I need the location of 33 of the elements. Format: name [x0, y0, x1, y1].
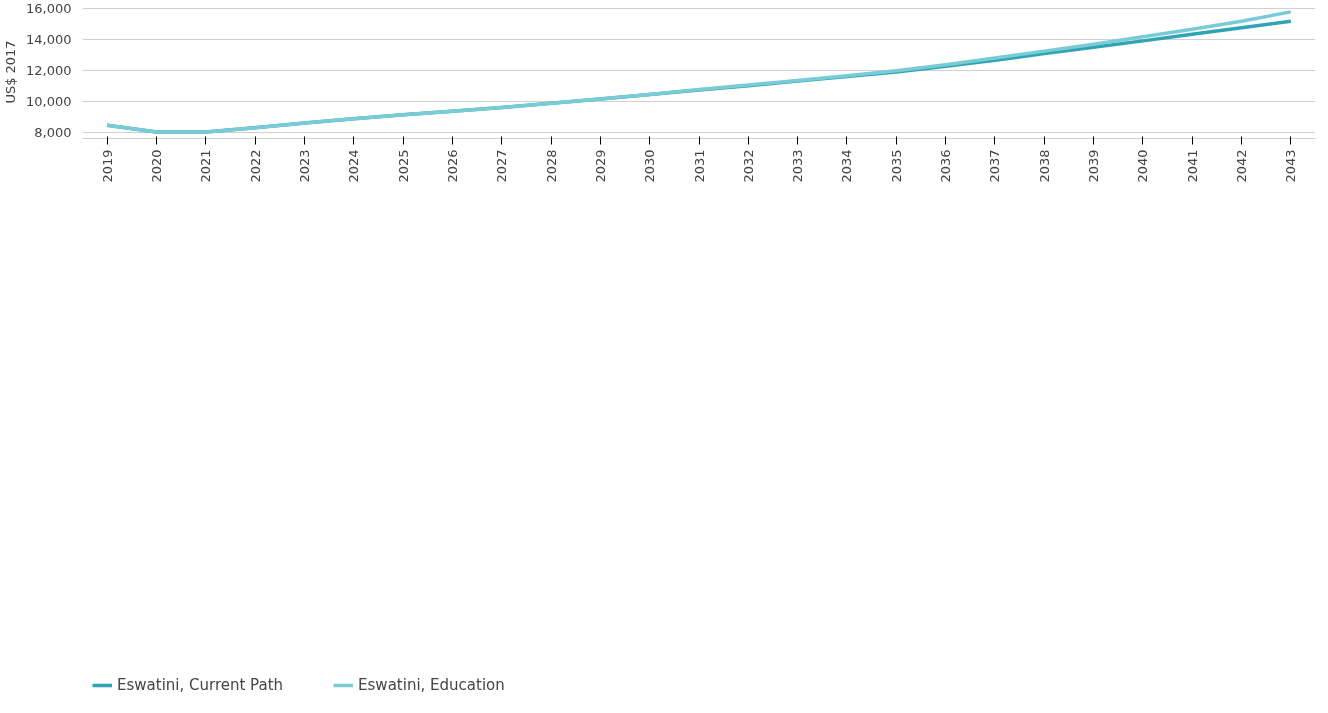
- legend-label: Eswatini, Education: [358, 676, 505, 694]
- x-tick-label: 2023: [296, 149, 312, 183]
- x-tick-label: 2022: [247, 149, 263, 183]
- x-tick-label: 2026: [444, 149, 460, 183]
- y-axis-title: US$ 2017: [3, 40, 19, 104]
- x-tick-label: 2040: [1135, 149, 1151, 183]
- x-tick-label: 2038: [1036, 149, 1052, 183]
- x-tick-label: 2037: [987, 149, 1003, 183]
- x-tick-label: 2033: [790, 149, 806, 183]
- x-tick-label: 2031: [691, 149, 707, 183]
- y-tick-label: 8,000: [34, 124, 72, 140]
- y-tick-label: 14,000: [26, 31, 72, 47]
- x-tick-label: 2024: [346, 149, 362, 183]
- x-tick-label: 2019: [99, 149, 115, 183]
- x-tick-label: 2041: [1184, 149, 1200, 183]
- x-tick-label: 2036: [938, 149, 954, 183]
- x-tick-label: 2039: [1086, 149, 1102, 183]
- y-tick-label: 10,000: [26, 93, 72, 109]
- legend-label: Eswatini, Current Path: [117, 676, 284, 694]
- x-tick-label: 2043: [1283, 149, 1299, 183]
- x-tick-label: 2029: [592, 149, 608, 183]
- x-tick-label: 2042: [1234, 149, 1250, 183]
- y-tick-label: 16,000: [26, 0, 72, 16]
- x-tick-label: 2025: [395, 149, 411, 183]
- x-tick-label: 2021: [198, 149, 214, 183]
- x-tick-label: 2030: [642, 149, 658, 183]
- x-tick-label: 2032: [740, 149, 756, 183]
- x-tick-label: 2028: [543, 149, 559, 183]
- x-tick-label: 2020: [148, 149, 164, 183]
- x-tick-label: 2034: [839, 149, 855, 183]
- x-tick-label: 2027: [494, 149, 510, 183]
- y-tick-label: 12,000: [26, 62, 72, 78]
- x-tick-label: 2035: [888, 149, 904, 183]
